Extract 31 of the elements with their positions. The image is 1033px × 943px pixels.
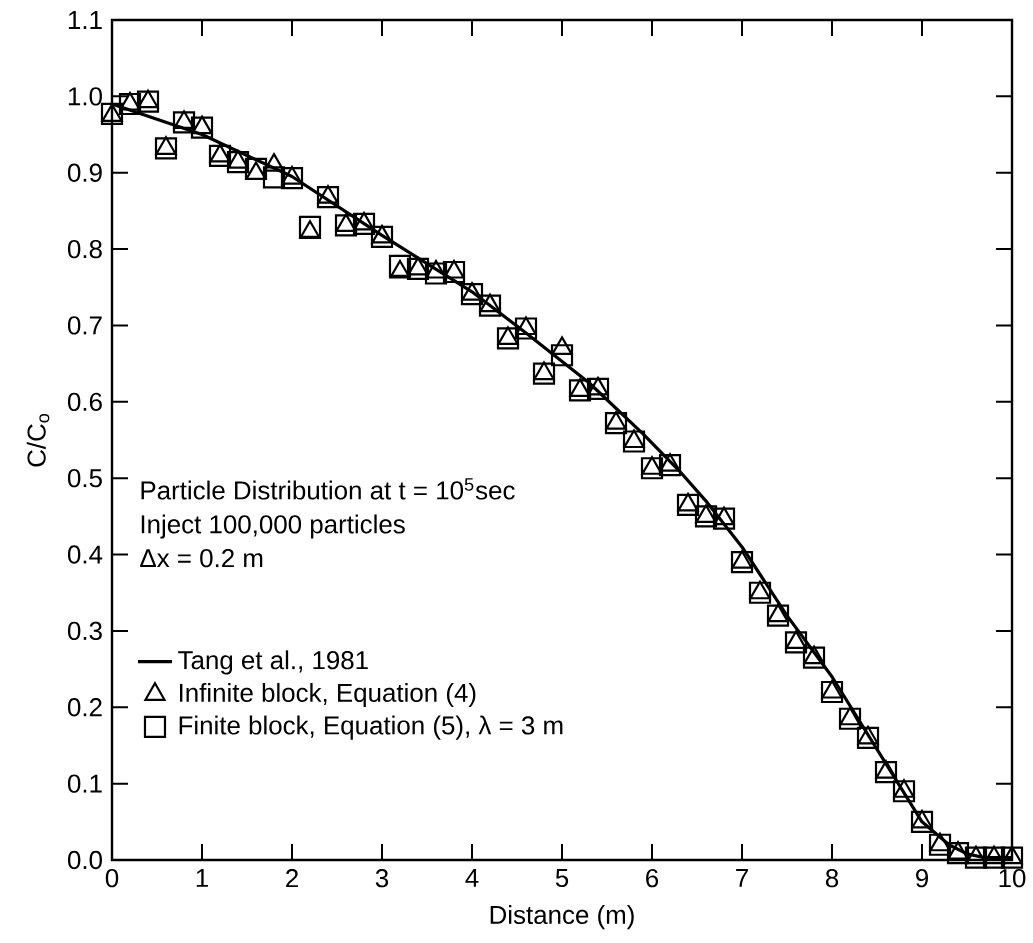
y-tick-label: 0.8 xyxy=(67,239,102,259)
legend-label: Infinite block, Equation (4) xyxy=(179,682,476,708)
x-tick-label: 2 xyxy=(286,869,298,888)
y-tick-label: 0.3 xyxy=(67,621,102,641)
y-tick-label: 0.9 xyxy=(67,163,102,182)
x-tick-label: 6 xyxy=(646,869,659,888)
x-tick-label: 8 xyxy=(825,869,839,888)
x-tick-label: 1 xyxy=(196,869,208,887)
y-tick-label: 0.4 xyxy=(67,545,103,564)
y-tick-label: 0.7 xyxy=(67,316,102,335)
x-axis-title: Distance (m) xyxy=(490,905,634,930)
y-tick-label: 1.0 xyxy=(68,87,102,106)
annotation: Inject 100,000 particles xyxy=(141,514,405,539)
y-tick-label: 0.6 xyxy=(67,392,102,411)
annotation: Δx = 0.2 m xyxy=(140,549,263,568)
x-tick-label: 0 xyxy=(105,869,119,888)
x-tick-label: 3 xyxy=(375,869,389,888)
x-tick-label: 10 xyxy=(999,869,1026,888)
x-tick-label: 7 xyxy=(736,869,748,887)
x-tick-label: 5 xyxy=(555,869,569,888)
x-tick-label: 4 xyxy=(465,869,479,887)
y-tick-label: 1.1 xyxy=(68,11,102,29)
y-tick-label: 0.5 xyxy=(67,469,102,488)
y-tick-label: 0.0 xyxy=(67,850,102,870)
y-tick-label: 0.1 xyxy=(67,774,102,793)
annotation: Particle Distribution at t = 10$^{5}$sec xyxy=(141,478,515,500)
y-axis-title: C/C$_{o}$ xyxy=(26,413,50,467)
legend-label: Finite block, Equation (5), λ = 3 m xyxy=(179,715,563,740)
y-tick-label: 0.2 xyxy=(67,698,102,717)
x-tick-label: 9 xyxy=(916,869,928,888)
legend-label: Tang et al., 1981 xyxy=(178,650,368,675)
